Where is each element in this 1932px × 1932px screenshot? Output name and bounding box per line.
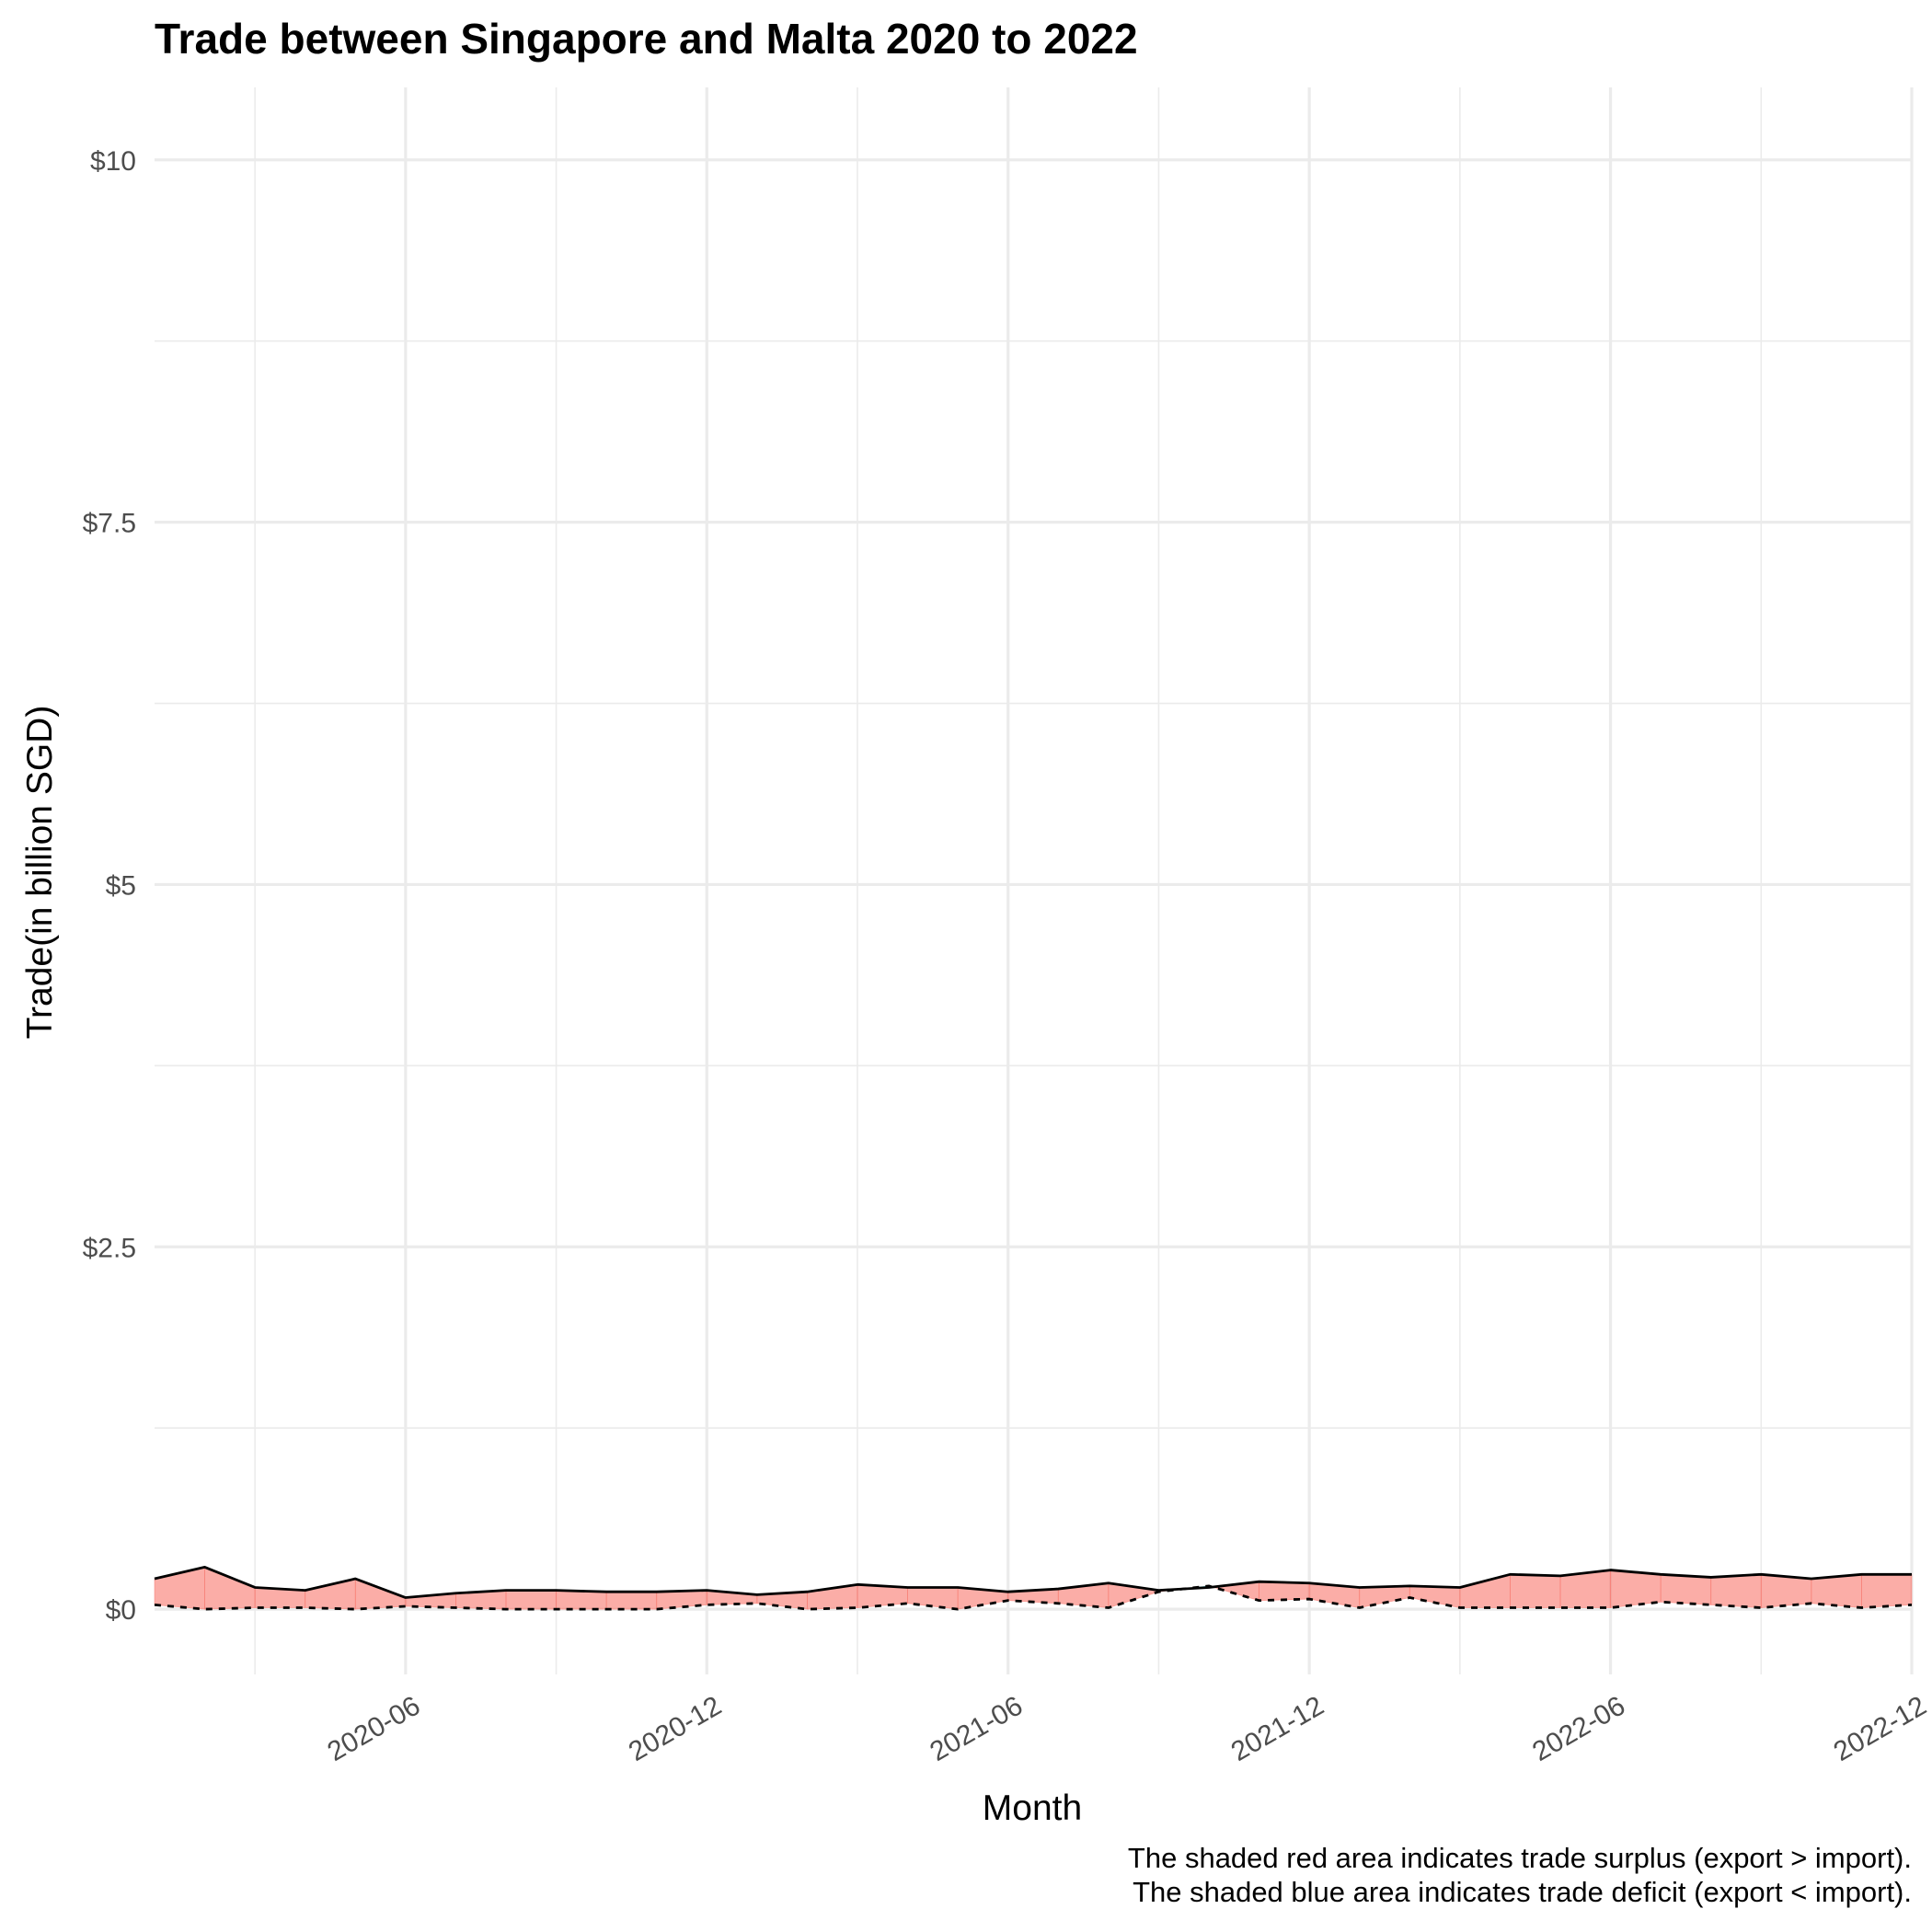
surplus-area-segment [907, 1587, 959, 1610]
y-axis-title: Trade(in billion SGD) [20, 706, 60, 1040]
chart-title: Trade between Singapore and Malta 2020 t… [155, 15, 1138, 63]
surplus-area-segment [1259, 1581, 1310, 1602]
surplus-area-segment [505, 1590, 557, 1610]
surplus-area-segment [1861, 1573, 1913, 1608]
surplus-area-segment [1510, 1573, 1561, 1608]
caption-line-2: The shaded blue area indicates trade def… [1133, 1876, 1912, 1908]
surplus-area-segment [1811, 1573, 1862, 1608]
x-axis-title: Month [983, 1788, 1082, 1828]
x-tick-label: 2021-12 [1226, 1690, 1329, 1767]
x-tick-label: 2020-06 [322, 1690, 425, 1767]
surplus-area-segment [605, 1591, 658, 1610]
surplus-area-segment [1710, 1573, 1762, 1608]
surplus-area-segment [1459, 1573, 1511, 1608]
caption-line-1: The shaded red area indicates trade surp… [1128, 1842, 1912, 1874]
x-tick-label: 2021-06 [925, 1690, 1028, 1767]
x-tick-label: 2020-12 [624, 1690, 727, 1767]
grid-lines [155, 87, 1914, 1674]
y-tick-label: $5 [106, 870, 136, 901]
import-line [154, 1584, 1913, 1611]
y-tick-label: $2.5 [83, 1233, 136, 1263]
surplus-area-segment [556, 1590, 607, 1610]
y-axis-ticks: $0 $2.5 $5 $7.5 $10 [83, 146, 136, 1626]
surplus-area-segment [1409, 1585, 1461, 1609]
y-tick-label: $7.5 [83, 509, 136, 539]
surplus-area-segment [1359, 1585, 1410, 1609]
x-axis-ticks: 2020-06 2020-12 2021-06 2021-12 2022-06 2022-… [322, 1690, 1931, 1767]
x-tick-label: 2022-06 [1527, 1690, 1630, 1767]
series-lines [154, 1566, 1913, 1611]
surplus-area-segment [1660, 1573, 1712, 1605]
surplus-area-segment [204, 1566, 256, 1610]
export-line [154, 1566, 1912, 1599]
y-tick-label: $10 [90, 146, 136, 177]
surplus-area-segment [1760, 1573, 1812, 1608]
y-tick-label: $0 [106, 1595, 136, 1626]
x-tick-label: 2022-12 [1829, 1690, 1932, 1767]
